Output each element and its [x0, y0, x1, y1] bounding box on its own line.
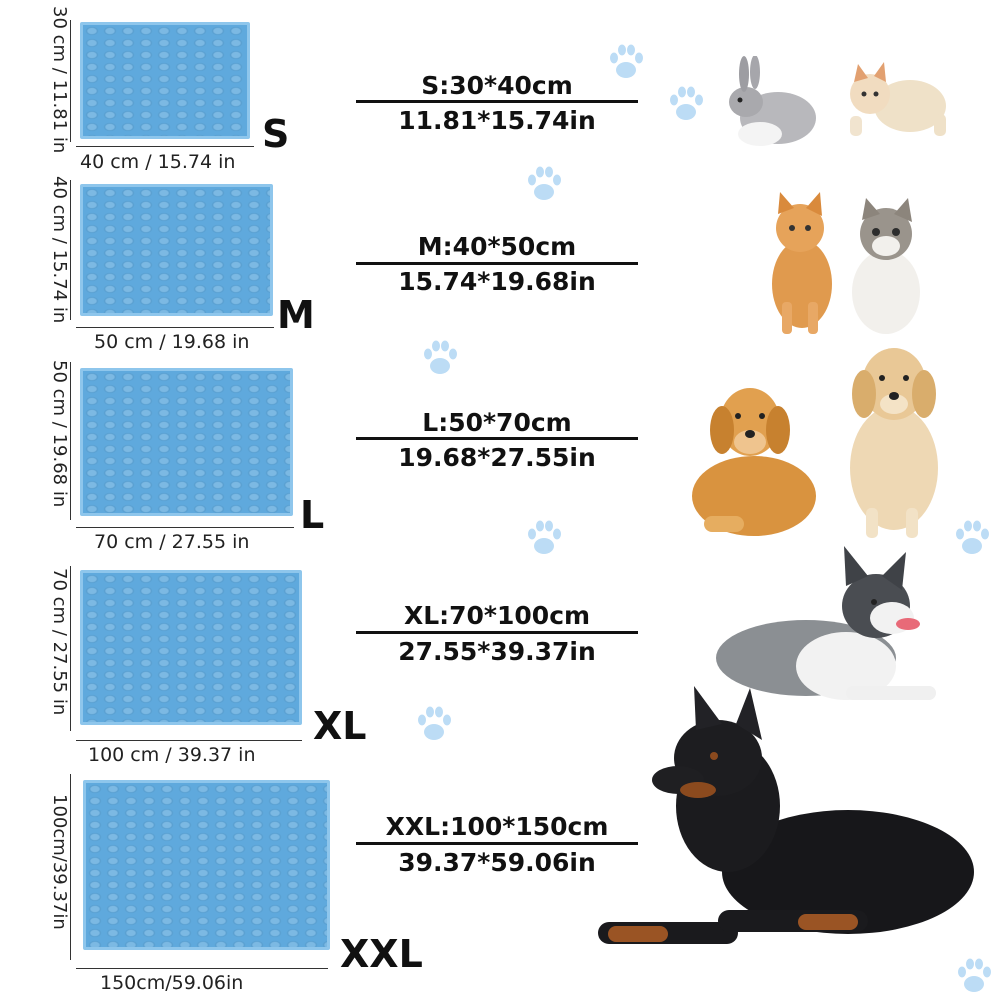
width-label-l: 70 cm / 27.55 in [94, 531, 250, 553]
spec-divider-xxl [356, 842, 638, 845]
paw-print-icon [528, 166, 561, 200]
dog-illustration [850, 348, 938, 538]
paw-print-icon [424, 340, 457, 374]
height-guide-m [70, 180, 71, 320]
spec-divider-s [356, 100, 638, 103]
width-label-xxl: 150cm/59.06in [100, 972, 244, 994]
paw-print-icon [418, 706, 451, 740]
spec-in-xl: 27.55*39.37in [398, 637, 596, 666]
cat-illustration [772, 192, 832, 334]
height-guide-s [70, 20, 71, 142]
spec-cm-xl: XL:70*100cm [403, 601, 591, 630]
mat-s [80, 22, 250, 139]
width-guide-xl [76, 740, 302, 741]
cat-illustration [852, 198, 920, 334]
spec-cm-xxl: XXL:100*150cm [385, 812, 609, 841]
spec-cm-m: M:40*50cm [417, 232, 577, 261]
dog-illustration [598, 686, 974, 944]
size-letter-xxl: XXL [340, 932, 423, 976]
width-guide-s [76, 146, 254, 147]
width-guide-xxl [76, 968, 328, 969]
spec-in-xxl: 39.37*59.06in [398, 848, 596, 877]
size-letter-l: L [300, 493, 325, 537]
height-guide-xl [70, 566, 71, 731]
dog-illustration [716, 546, 936, 700]
spec-in-m: 15.74*19.68in [398, 267, 596, 296]
size-letter-s: S [262, 112, 290, 156]
mat-xl [80, 570, 302, 725]
height-label-xl: 70 cm / 27.55 in [49, 568, 70, 716]
height-label-xxl: 100cm/39.37in [49, 794, 70, 930]
mat-m [80, 184, 273, 316]
spec-in-s: 11.81*15.74in [398, 106, 596, 135]
mat-xxl [83, 780, 330, 950]
size-letter-m: M [277, 293, 315, 337]
spec-cm-s: S:30*40cm [421, 71, 573, 100]
width-label-m: 50 cm / 19.68 in [94, 331, 250, 353]
paw-print-icon [958, 958, 991, 992]
size-letter-xl: XL [313, 704, 367, 748]
width-label-xl: 100 cm / 39.37 in [88, 744, 256, 766]
width-label-s: 40 cm / 15.74 in [80, 151, 236, 173]
cat-illustration [850, 62, 946, 136]
spec-cm-l: L:50*70cm [422, 408, 572, 437]
spec-divider-m [356, 262, 638, 265]
width-guide-l [76, 527, 294, 528]
rabbit-illustration [729, 56, 816, 146]
height-label-m: 40 cm / 15.74 in [49, 176, 70, 324]
paw-print-icon [956, 520, 989, 554]
spec-divider-xl [356, 631, 638, 634]
height-label-s: 30 cm / 11.81 in [49, 6, 70, 154]
paw-print-icon [610, 44, 643, 78]
width-guide-m [76, 327, 274, 328]
dog-illustration [692, 388, 816, 536]
height-label-l: 50 cm / 19.68 in [49, 360, 70, 508]
height-guide-xxl [70, 774, 71, 960]
paw-print-icon [528, 520, 561, 554]
mat-l [80, 368, 293, 516]
spec-divider-l [356, 437, 638, 440]
height-guide-l [70, 362, 71, 520]
spec-in-l: 19.68*27.55in [398, 443, 596, 472]
paw-print-icon [670, 86, 703, 120]
